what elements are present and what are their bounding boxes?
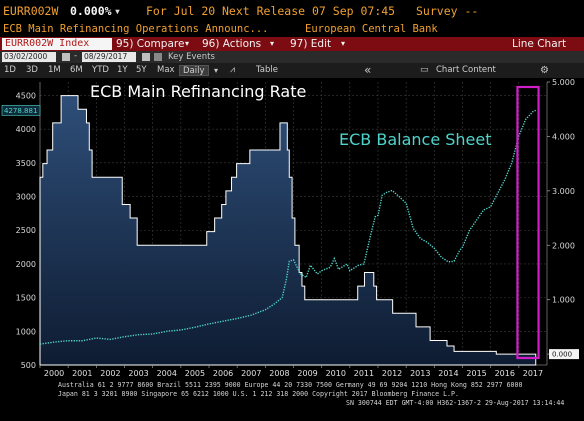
- edit-button[interactable]: 97) Edit: [290, 38, 332, 50]
- footer-line-1: Australia 61 2 9777 8600 Brazil 5511 239…: [58, 381, 522, 389]
- right-tick-label: 1.000: [552, 296, 575, 305]
- description-line: ECB Main Refinancing Operations Announc.…: [0, 22, 584, 36]
- right-tick-label: 3.000: [552, 187, 575, 196]
- actions-dropdown-icon[interactable]: ▾: [270, 39, 275, 48]
- date-separator: -: [74, 51, 78, 61]
- period-1m[interactable]: 1M: [48, 65, 61, 75]
- release-date: For Jul 20: [146, 4, 216, 18]
- chart-content-button[interactable]: Chart Content: [436, 65, 496, 75]
- chart-area: 500 1000 1500 2000 2500 3000 3500 4000 4500 0.00…: [0, 78, 584, 421]
- x-tick-label: 2015: [466, 369, 486, 378]
- footer-line-2: Japan 81 3 3201 8900 Singapore 65 6212 1…: [58, 390, 459, 398]
- left-tick-label: 1500: [16, 294, 36, 303]
- x-tick-label: 2003: [128, 369, 148, 378]
- x-tick-label: 2012: [382, 369, 402, 378]
- left-tick-label: 2500: [16, 226, 36, 235]
- left-tick-label: 4000: [16, 125, 36, 134]
- end-calendar-icon[interactable]: [142, 53, 150, 61]
- data-source: European Central Bank: [305, 23, 438, 35]
- footer-line-3: SN 300744 EDT GMT-4:00 H362-1367-2 29-Au…: [346, 399, 564, 407]
- rate-area: [39, 95, 537, 366]
- x-tick-label: 2006: [213, 369, 233, 378]
- balance-annotation: ECB Balance Sheet: [339, 130, 492, 149]
- key-events-label: Key Events: [168, 52, 215, 62]
- line-chart-icon[interactable]: ⩘: [230, 65, 236, 75]
- survey-value: Survey --: [416, 4, 479, 18]
- table-button[interactable]: Table: [256, 65, 278, 75]
- date-range-bar: 03/02/2000 - 08/29/2017 Key Events: [0, 51, 584, 63]
- security-title: ECB Main Refinancing Operations Announc.…: [3, 23, 269, 35]
- chart-type-label[interactable]: Line Chart: [512, 38, 567, 50]
- left-tick-label: 500: [21, 361, 36, 370]
- period-3d[interactable]: 3D: [26, 65, 38, 75]
- actions-button[interactable]: 96) Actions: [202, 38, 262, 50]
- left-tick-label: 4500: [16, 91, 36, 100]
- rate-annotation: ECB Main Refinancing Rate: [90, 82, 306, 101]
- x-tick-label: 2016: [495, 369, 515, 378]
- period-bar: 1D 3D 1M 6M YTD 1Y 5Y Max Daily ▾ ⩘ Tabl…: [0, 63, 584, 78]
- left-tick-label: 2000: [16, 260, 36, 269]
- x-tick-label: 2009: [297, 369, 317, 378]
- security-input[interactable]: EURR002W Index: [2, 38, 112, 50]
- x-tick-label: 2004: [157, 369, 177, 378]
- compare-button[interactable]: 95) Compare: [116, 38, 185, 50]
- x-tick-label: 2001: [72, 369, 92, 378]
- ticker-label: EURR002W: [3, 4, 59, 18]
- x-tick-label: 2014: [438, 369, 458, 378]
- left-axis: 500 1000 1500 2000 2500 3000 3500 4000 4500: [16, 91, 36, 370]
- x-tick-label: 2017: [523, 369, 543, 378]
- frequency-select[interactable]: Daily: [179, 65, 209, 76]
- chart-content-icon[interactable]: ▭: [420, 65, 429, 75]
- left-last-value-badge: [1, 105, 41, 116]
- compare-dropdown-icon[interactable]: ▾: [185, 39, 190, 48]
- highlight-box: [516, 85, 540, 360]
- frequency-dropdown-icon[interactable]: ▾: [214, 66, 219, 75]
- period-6m[interactable]: 6M: [70, 65, 83, 75]
- period-5y[interactable]: 5Y: [136, 65, 147, 75]
- period-1d[interactable]: 1D: [4, 65, 16, 75]
- next-release: Next Release 07 Sep 07:45: [222, 4, 396, 18]
- security-header: EURR002W 0.000% ▾ For Jul 20 Next Releas…: [0, 0, 584, 22]
- x-axis: 2000 2001 2002 2003 2004 2005 2006 2007 2008 2009…: [39, 365, 543, 378]
- left-last-value: 4278.881: [4, 107, 37, 115]
- start-date-input[interactable]: 03/02/2000: [2, 52, 56, 62]
- current-value: 0.000%: [70, 4, 112, 18]
- left-tick-label: 1000: [16, 327, 36, 336]
- right-last-value-badge: [549, 349, 579, 360]
- key-events-checkbox[interactable]: [154, 53, 162, 61]
- x-tick-label: 2008: [269, 369, 289, 378]
- left-tick-label: 3500: [16, 159, 36, 168]
- x-tick-label: 2005: [185, 369, 205, 378]
- settings-icon[interactable]: ⚙: [540, 65, 549, 76]
- right-tick-label: 2.000: [552, 241, 575, 250]
- x-tick-label: 2000: [44, 369, 64, 378]
- collapse-icon[interactable]: «: [364, 63, 372, 77]
- right-tick-label: 5.000: [552, 78, 575, 87]
- x-tick-label: 2013: [410, 369, 430, 378]
- toolbar: EURR002W Index 95) Compare 96) Actions 9…: [0, 37, 584, 51]
- period-1y[interactable]: 1Y: [117, 65, 128, 75]
- x-tick-label: 2002: [100, 369, 120, 378]
- balance-sheet-line: [39, 109, 537, 345]
- left-tick-label: 3000: [16, 193, 36, 202]
- period-max[interactable]: Max: [157, 65, 175, 75]
- right-last-value: 0.000: [552, 351, 572, 359]
- x-tick-label: 2007: [241, 369, 261, 378]
- triangle-icon: ▾: [114, 4, 121, 18]
- period-ytd[interactable]: YTD: [92, 65, 109, 75]
- end-date-input[interactable]: 08/29/2017: [82, 52, 136, 62]
- x-tick-label: 2010: [326, 369, 346, 378]
- start-calendar-icon[interactable]: [62, 53, 70, 61]
- edit-dropdown-icon[interactable]: ▾: [341, 39, 346, 48]
- right-tick-label: 4.000: [552, 132, 575, 141]
- x-tick-label: 2011: [354, 369, 374, 378]
